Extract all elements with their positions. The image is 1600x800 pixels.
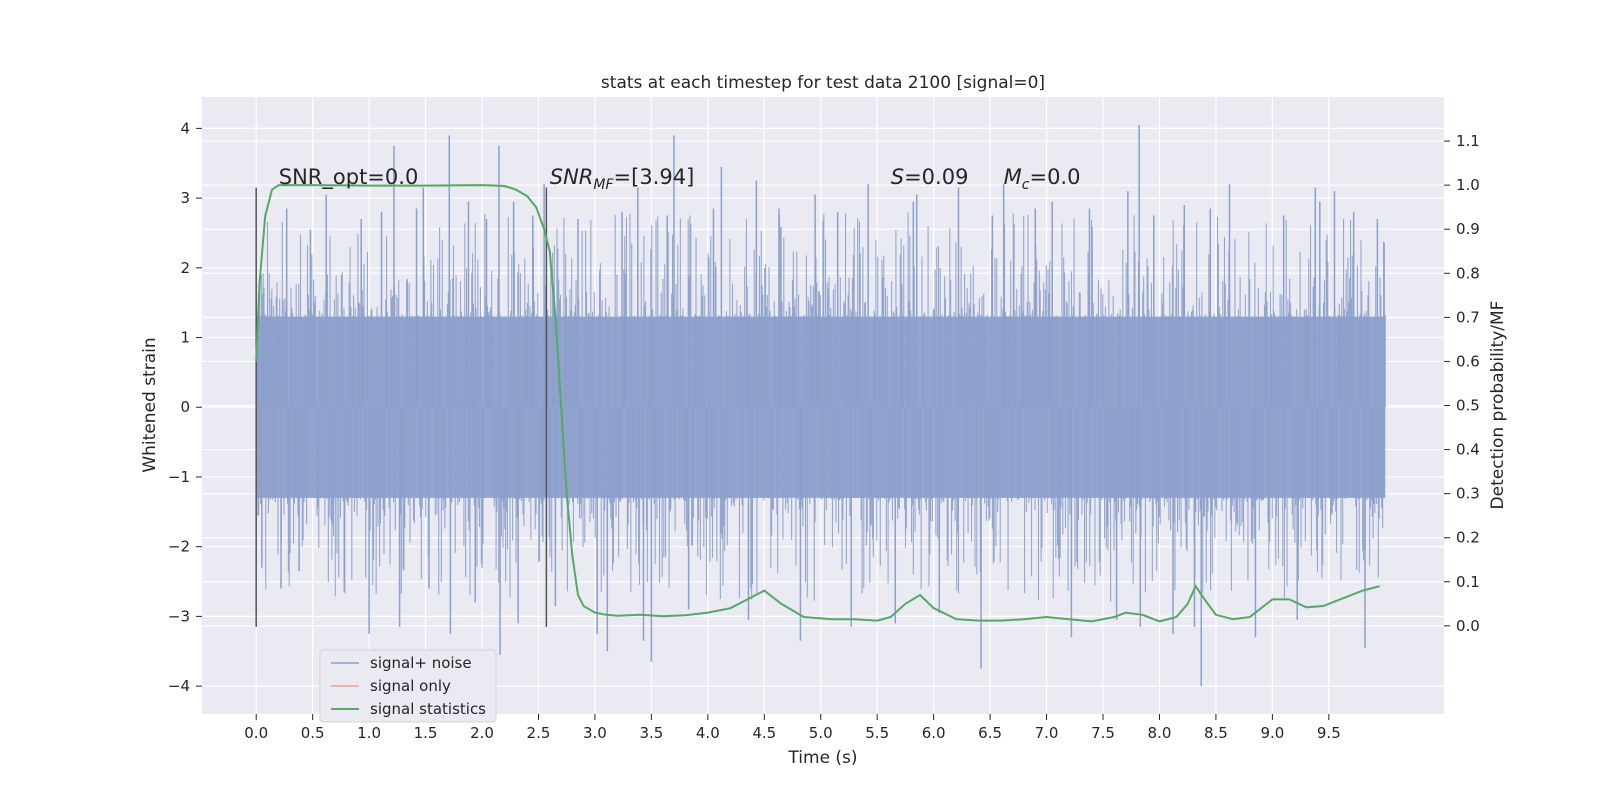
y-tick-label-4: 0 — [180, 398, 190, 416]
series-signal-noise — [255, 124, 1386, 687]
x-tick-label-4: 2.0 — [470, 724, 494, 742]
legend-box — [319, 649, 497, 723]
y2-axis-label: Detection probability/MF — [1488, 301, 1508, 510]
y2-tick-label-11: 1.1 — [1456, 132, 1480, 150]
x-tick-label-3: 1.5 — [414, 724, 438, 742]
y2-tick-label-9: 0.9 — [1456, 220, 1480, 238]
x-tick-label-15: 7.5 — [1091, 724, 1115, 742]
y-tick-label-8: 4 — [180, 119, 190, 137]
y2-tick-label-1: 0.1 — [1456, 573, 1480, 591]
y2-tick-label-3: 0.3 — [1456, 485, 1480, 503]
series-signal-statistics-line — [255, 184, 1380, 623]
y2-tick-label-0: 0.0 — [1456, 617, 1480, 635]
y2-tick-label-8: 0.8 — [1456, 264, 1480, 282]
legend-label-signal-statistics: signal statistics — [370, 700, 486, 718]
legend-label-signal-only: signal only — [370, 677, 451, 695]
x-tick-label-16: 8.0 — [1148, 724, 1172, 742]
y-tick-label-7: 3 — [180, 189, 190, 207]
x-tick-label-8: 4.0 — [696, 724, 720, 742]
annotation-2: S=0.09 — [891, 165, 969, 189]
x-tick-label-9: 4.5 — [752, 724, 776, 742]
x-tick-label-14: 7.0 — [1035, 724, 1059, 742]
y-axis-ticks: −4 −3 −2 −1 0 1 2 3 4 — [168, 119, 202, 695]
x-tick-label-11: 5.5 — [865, 724, 889, 742]
x-tick-label-19: 9.5 — [1317, 724, 1341, 742]
annotations: SNR_opt=0.0 SNRMF=[3.94] S=0.09 Mc=0.0 — [279, 165, 1081, 193]
y-tick-label-6: 2 — [180, 259, 190, 277]
y2-tick-label-2: 0.2 — [1456, 529, 1480, 547]
x-tick-label-10: 5.0 — [809, 724, 833, 742]
y-tick-label-3: −1 — [168, 468, 190, 486]
x-tick-label-17: 8.5 — [1204, 724, 1228, 742]
x-tick-label-6: 3.0 — [583, 724, 607, 742]
x-tick-label-0: 0.0 — [244, 724, 268, 742]
y-tick-label-1: −3 — [168, 607, 190, 625]
x-tick-label-1: 0.5 — [301, 724, 325, 742]
x-tick-label-13: 6.5 — [978, 724, 1002, 742]
annotation-3: Mc=0.0 — [1004, 165, 1081, 193]
chart-title: stats at each timestep for test data 210… — [601, 73, 1045, 93]
y-tick-label-2: −2 — [168, 538, 190, 556]
x-tick-label-7: 3.5 — [639, 724, 663, 742]
annotation-0: SNR_opt=0.0 — [279, 165, 419, 190]
x-axis-ticks: 0.0 0.5 1.0 1.5 2.0 2.5 3.0 3.5 4.0 4.5 5.0 5.5 6.0 6… — [244, 714, 1341, 742]
x-tick-label-18: 9.0 — [1260, 724, 1284, 742]
y-axis-label: Whitened strain — [140, 337, 160, 472]
legend-label-signal-noise: signal+ noise — [370, 654, 472, 672]
y2-axis-ticks: 0.0 0.1 0.2 0.3 0.4 0.5 0.6 0.7 0.8 0.9 1.0 1.1 — [1444, 132, 1480, 635]
vertical-markers — [255, 187, 548, 627]
y2-tick-label-6: 0.6 — [1456, 352, 1480, 370]
x-tick-label-2: 1.0 — [357, 724, 381, 742]
legend: signal+ noise signal only signal statist… — [319, 649, 497, 723]
x-tick-label-12: 6.0 — [922, 724, 946, 742]
x-tick-label-5: 2.5 — [527, 724, 551, 742]
y-tick-label-5: 1 — [180, 329, 190, 347]
annotation-1: SNRMF=[3.94] — [550, 165, 695, 193]
x-axis-label: Time (s) — [787, 748, 857, 768]
y2-tick-label-7: 0.7 — [1456, 308, 1480, 326]
y2-tick-label-5: 0.5 — [1456, 397, 1480, 415]
y2-tick-label-4: 0.4 — [1456, 441, 1480, 459]
y-tick-label-0: −4 — [168, 677, 190, 695]
y2-tick-label-10: 1.0 — [1456, 176, 1480, 194]
